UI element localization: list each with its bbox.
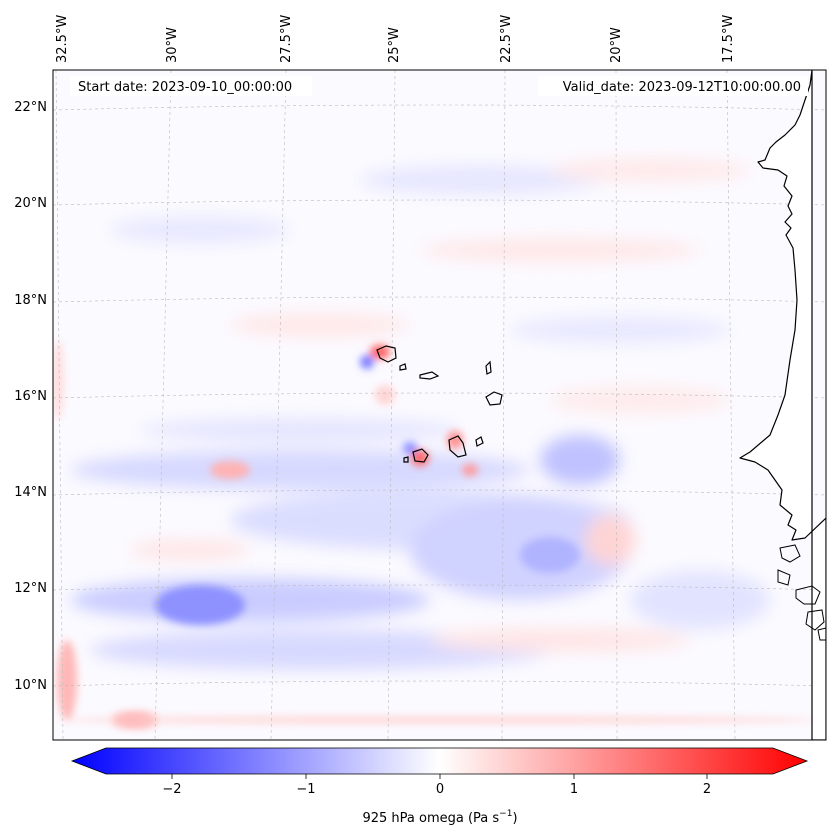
map-border bbox=[52, 69, 827, 741]
lat-label-20n: 20°N bbox=[14, 196, 47, 211]
colorbar-ticks: −2 −1 0 1 2 bbox=[162, 774, 711, 797]
lat-label-16n: 16°N bbox=[14, 389, 47, 404]
coastline-africa bbox=[739, 70, 826, 740]
lat-label-14n: 14°N bbox=[14, 485, 47, 500]
colorbar-bar bbox=[70, 747, 809, 775]
lon-label-32-5w: 32.5°W bbox=[55, 15, 70, 63]
map-panel: Start date: 2023-09-10_00:00:00 Valid_da… bbox=[14, 15, 827, 741]
cape-verde-islands bbox=[376, 345, 503, 463]
colorbar-tick-label: 1 bbox=[570, 782, 578, 797]
lat-label-18n: 18°N bbox=[14, 293, 47, 308]
start-date-label: Start date: 2023-09-10_00:00:00 bbox=[78, 80, 292, 95]
colorbar-tick-label: −1 bbox=[296, 782, 315, 797]
colorbar-label: 925 hPa omega (Pa s−1) bbox=[362, 809, 517, 826]
omega-field bbox=[53, 158, 820, 728]
colorbar-label-text: 925 hPa omega (Pa s bbox=[362, 811, 499, 826]
lon-label-17-5w: 17.5°W bbox=[721, 15, 736, 63]
valid-date-label: Valid_date: 2023-09-12T10:00:00.00 bbox=[563, 80, 801, 95]
lat-label-10n: 10°N bbox=[14, 678, 47, 693]
start-date-box bbox=[70, 76, 312, 96]
lon-label-30w: 30°W bbox=[165, 27, 180, 63]
colorbar-tick-label: 2 bbox=[703, 782, 711, 797]
lon-label-20w: 20°W bbox=[609, 27, 624, 63]
colorbar: −2 −1 0 1 2 925 hPa omega (Pa s−1) bbox=[70, 747, 809, 826]
valid-date-box bbox=[538, 76, 808, 96]
lon-label-22-5w: 22.5°W bbox=[499, 15, 514, 63]
gridlines bbox=[53, 70, 826, 740]
lat-label-12n: 12°N bbox=[14, 581, 47, 596]
lon-label-25w: 25°W bbox=[387, 27, 402, 63]
longitude-labels: 32.5°W 30°W 27.5°W 25°W 22.5°W 20°W 17.5… bbox=[55, 15, 736, 63]
lon-label-27-5w: 27.5°W bbox=[279, 15, 294, 63]
colorbar-label-exponent: −1 bbox=[499, 809, 512, 819]
lat-label-22n: 22°N bbox=[14, 100, 47, 115]
latitude-labels: 22°N 20°N 18°N 16°N 14°N 12°N 10°N bbox=[14, 100, 47, 693]
colorbar-label-suffix: ) bbox=[512, 811, 517, 826]
colorbar-tick-label: 0 bbox=[436, 782, 444, 797]
colorbar-tick-label: −2 bbox=[162, 782, 181, 797]
